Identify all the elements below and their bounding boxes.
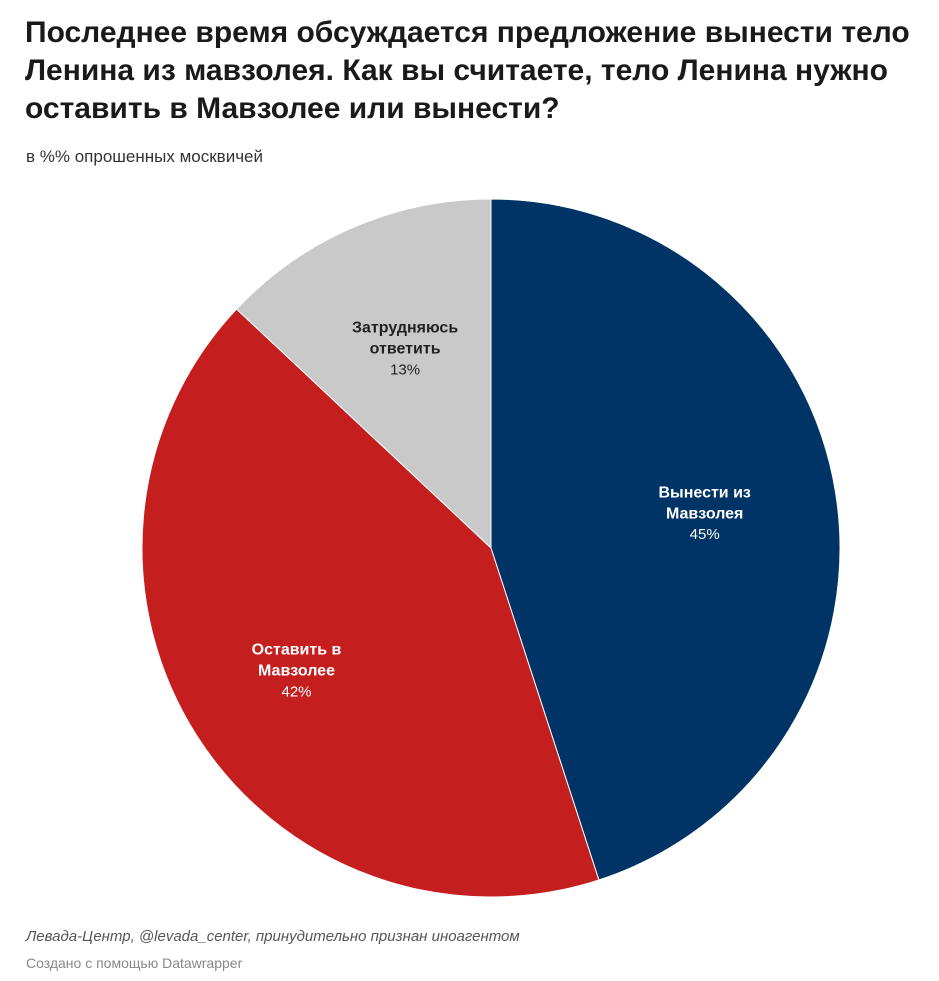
slice-value-1: 45% <box>690 526 720 543</box>
slice-value-2: 42% <box>281 683 311 700</box>
datawrapper-credit: Создано с помощью Datawrapper <box>26 955 243 971</box>
slice-label-2-line-2: Мавзолее <box>258 663 335 680</box>
pie-slices <box>141 198 841 898</box>
slice-label-3-line-2: ответить <box>370 341 441 358</box>
chart-subtitle: в %% опрошенных москвичей <box>26 147 264 166</box>
slice-label-1-line-1: Вынести из <box>659 484 751 501</box>
slice-label-2-line-1: Оставить в <box>252 642 342 659</box>
source-note: Левада-Центр, @levada_center, принудител… <box>26 928 520 945</box>
pie-slice-2 <box>141 308 600 898</box>
slice-label-3-line-1: Затрудняюсь <box>352 320 458 337</box>
slice-value-3: 13% <box>390 361 420 378</box>
slice-label-1-line-2: Мавзолея <box>666 505 743 522</box>
chart-title: Последнее время обсуждается предложение … <box>25 16 910 125</box>
pie-slice-1 <box>490 198 841 881</box>
pie-slice-3 <box>235 198 492 550</box>
pie-labels: Вынести из Мавзолея 45% Оставить в Мавзолее 4… <box>252 320 751 701</box>
